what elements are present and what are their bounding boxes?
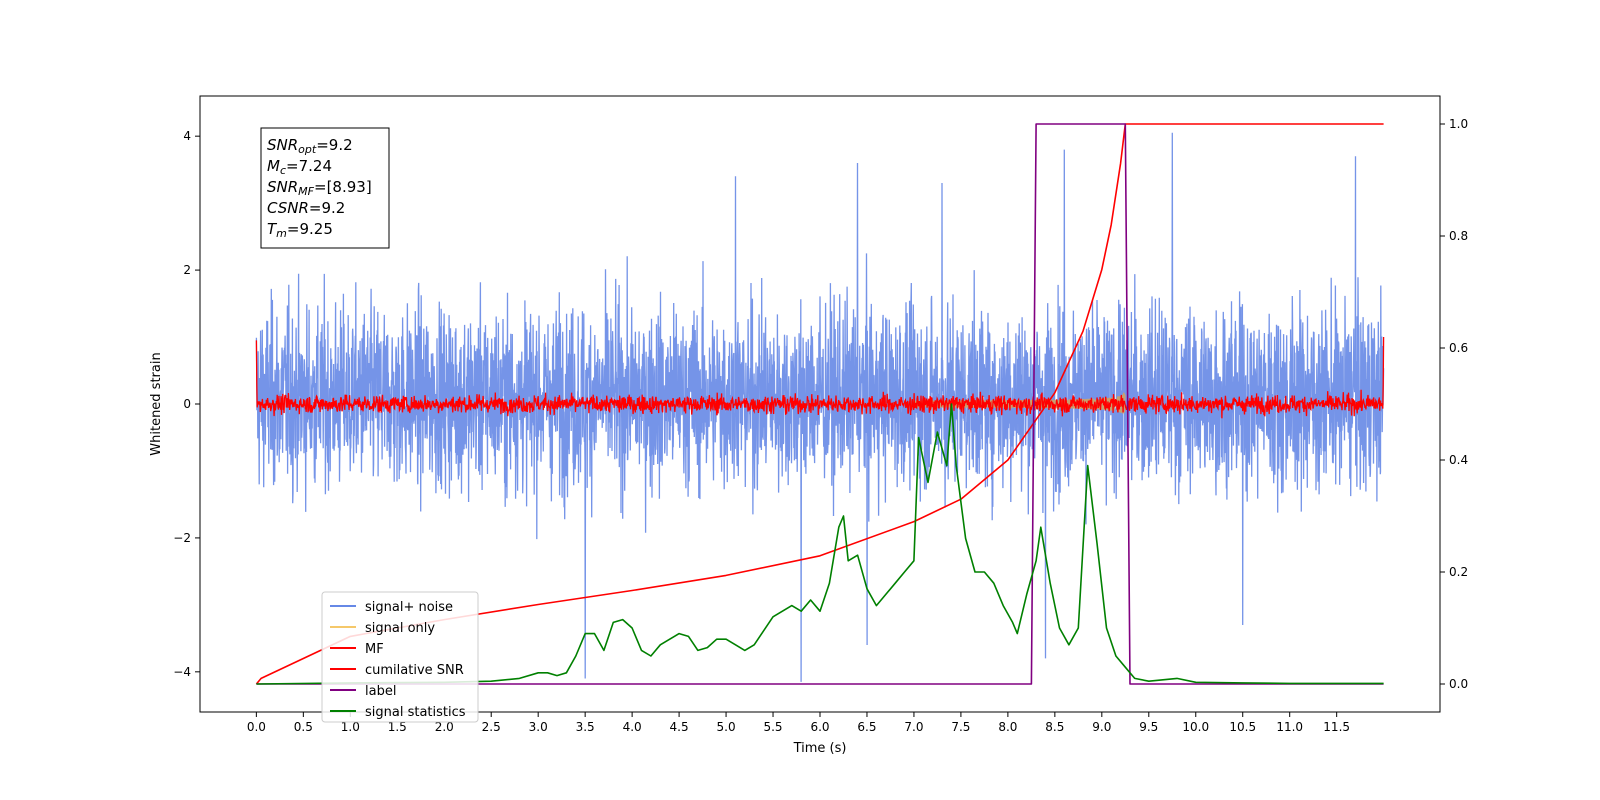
annotation-frame — [260, 127, 390, 249]
annotation-line: Tm=9.25 — [267, 220, 333, 240]
x-tick-label: 4.5 — [670, 720, 689, 734]
x-tick-label: 6.0 — [810, 720, 829, 734]
x-tick-label: 11.0 — [1276, 720, 1303, 734]
signal-noise-layer — [255, 132, 1385, 682]
x-tick-label: 8.0 — [998, 720, 1017, 734]
legend-label: cumilative SNR — [365, 663, 464, 678]
annotation-line: SNRMF=[8.93] — [267, 178, 372, 198]
x-tick-label: 11.5 — [1323, 720, 1350, 734]
x-tick-label: 7.0 — [904, 720, 923, 734]
annotation-line: Mc=7.24 — [267, 157, 332, 177]
y-tick-label: 4 — [183, 129, 191, 143]
legend-frame — [321, 591, 479, 723]
x-tick-label: 8.5 — [1045, 720, 1064, 734]
series-mf — [255, 336, 1385, 419]
x-tick-label: 7.5 — [951, 720, 970, 734]
x-tick-label: 2.5 — [482, 720, 501, 734]
y-tick-label: −4 — [173, 665, 191, 679]
x-tick-label: 1.5 — [388, 720, 407, 734]
axes: 0.0 0.5 1.0 1.5 2.0 2.5 3.0 3.5 4.0 4.5 5.0 5.5 6.0 6… — [173, 117, 1468, 734]
series-signal-noise — [255, 132, 1385, 682]
x-axis-label: Time (s) — [793, 741, 847, 756]
legend: signal+ noise signal only MF cumilative SNR… — [321, 591, 479, 723]
annotation-line: CSNR=9.2 — [267, 199, 345, 217]
y2-tick-label: 1.0 — [1449, 117, 1468, 131]
y-tick-label: 0 — [183, 397, 191, 411]
x-tick-label: 3.0 — [529, 720, 548, 734]
x-tick-label: 10.5 — [1229, 720, 1256, 734]
x-tick-label: 6.5 — [857, 720, 876, 734]
y2-tick-label: 0.4 — [1449, 453, 1468, 467]
series-signal-statistics — [256, 403, 1384, 685]
legend-label: signal+ noise — [365, 600, 453, 615]
x-tick-label: 0.0 — [247, 720, 266, 734]
x-tick-label: 9.0 — [1092, 720, 1111, 734]
series-label — [256, 123, 1384, 685]
x-tick-label: 9.5 — [1139, 720, 1158, 734]
x-tick-label: 5.5 — [763, 720, 782, 734]
x-tick-label: 0.5 — [294, 720, 313, 734]
x-tick-label: 4.0 — [623, 720, 642, 734]
legend-label: signal only — [365, 621, 435, 636]
legend-label: label — [365, 684, 396, 699]
legend-label: signal statistics — [365, 705, 466, 720]
x-tick-label: 5.0 — [717, 720, 736, 734]
x-tick-label: 10.0 — [1182, 720, 1209, 734]
y-tick-label: 2 — [183, 263, 191, 277]
y-tick-label: −2 — [173, 531, 191, 545]
legend-label: MF — [365, 642, 384, 657]
mf-layer — [255, 336, 1385, 419]
y2-tick-label: 0.8 — [1449, 229, 1468, 243]
y2-tick-label: 0.2 — [1449, 565, 1468, 579]
annotation-line: SNRopt=9.2 — [267, 136, 353, 156]
x-tick-label: 3.5 — [576, 720, 595, 734]
x-tick-label: 1.0 — [341, 720, 360, 734]
y2-tick-label: 0.6 — [1449, 341, 1468, 355]
x-tick-label: 2.0 — [435, 720, 454, 734]
y-axis-label: Whitened strain — [149, 352, 164, 455]
y2-tick-label: 0.0 — [1449, 677, 1468, 691]
